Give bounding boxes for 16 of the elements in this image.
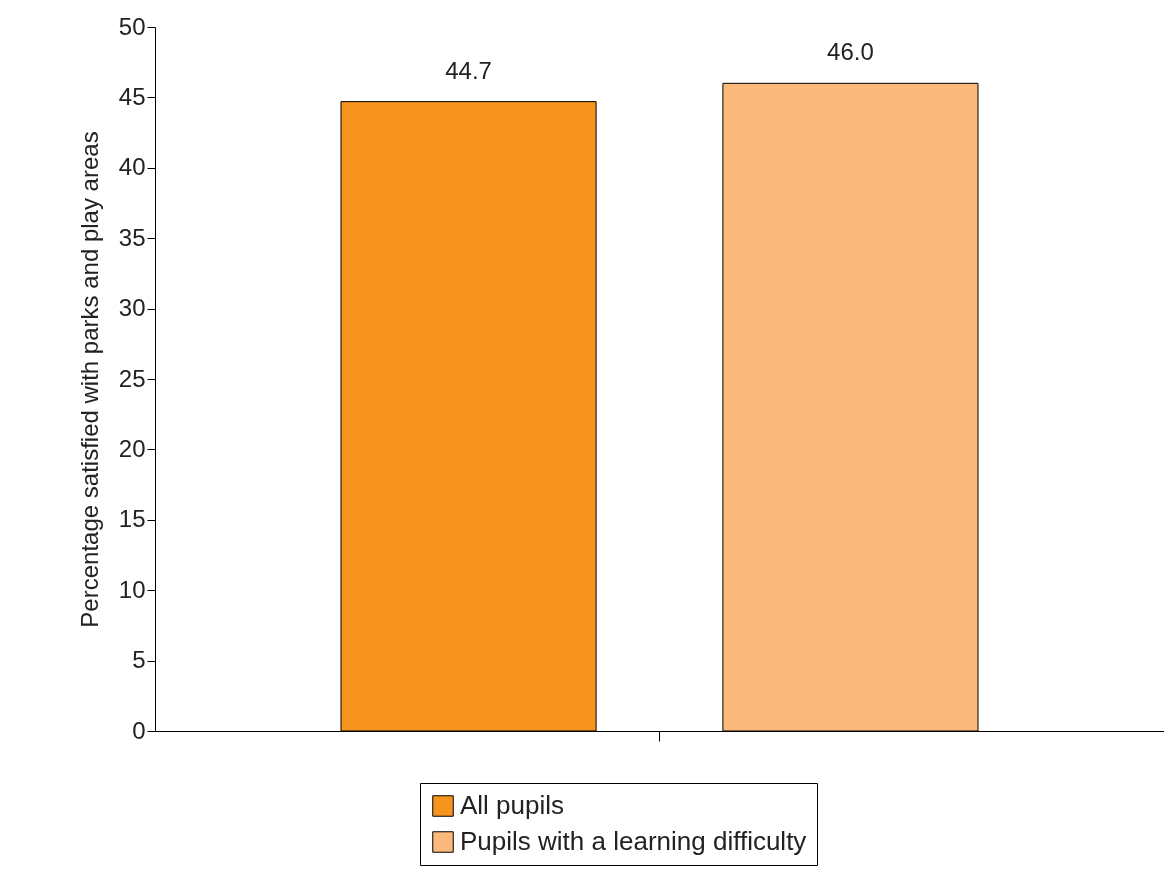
y-tick-label: 10: [118, 575, 146, 603]
data-label: 46.0: [827, 38, 874, 66]
y-tick-label: 30: [118, 294, 146, 322]
data-label: 44.7: [445, 56, 492, 84]
y-tick-label: 45: [118, 82, 146, 110]
y-tick-label: 0: [132, 716, 146, 744]
y-tick-label: 35: [118, 223, 146, 251]
legend-label: All pupils: [460, 790, 565, 820]
y-tick-label: 50: [118, 12, 146, 40]
y-tick-label: 20: [118, 434, 146, 462]
y-tick-label: 15: [118, 505, 146, 533]
y-tick-label: 25: [118, 364, 146, 392]
legend-label: Pupils with a learning difficulty: [460, 826, 807, 856]
y-tick-label: 5: [132, 646, 146, 674]
y-tick-label: 40: [118, 153, 146, 181]
y-axis-title: Percentage satisfied with parks and play areas: [75, 131, 103, 628]
